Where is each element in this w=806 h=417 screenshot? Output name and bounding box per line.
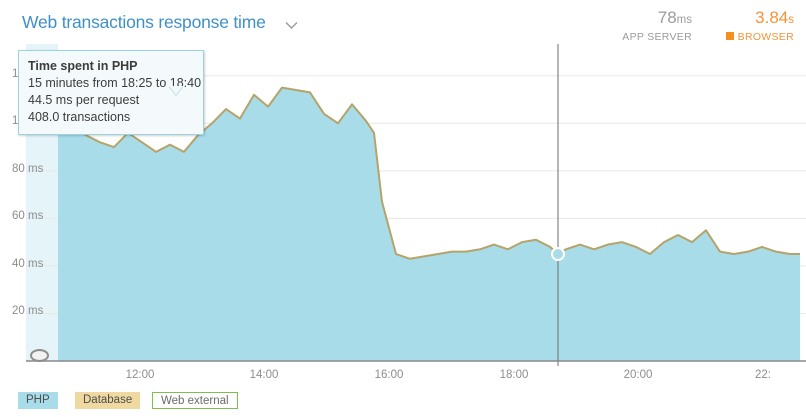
legend-item-web-external[interactable]: Web external <box>152 392 238 409</box>
y-axis-tick-label: 40 ms <box>12 257 44 270</box>
metric-browser-value: 3.84s <box>726 8 794 30</box>
tooltip-transactions: 408.0 transactions <box>28 110 131 124</box>
metric-app-server: 78ms APP SERVER <box>622 8 692 44</box>
browser-swatch-icon <box>725 32 734 40</box>
legend-item-database[interactable]: Database <box>75 392 141 409</box>
page-title[interactable]: Web transactions response time <box>22 12 266 32</box>
series-line-php <box>57 86 800 260</box>
chart-legend: PHP Database Web external <box>0 384 806 417</box>
metric-app-server-number: 78 <box>657 8 677 27</box>
metric-app-server-value: 78ms <box>622 8 692 30</box>
x-axis-tick-label: 16:00 <box>374 369 404 381</box>
metric-app-server-label: APP SERVER <box>622 31 692 43</box>
x-axis-tick-label: 18:00 <box>499 369 529 381</box>
legend-item-php[interactable]: PHP <box>18 392 58 409</box>
metric-browser-number: 3.84 <box>755 8 789 27</box>
metric-app-server-unit: ms <box>676 14 692 26</box>
series-area-php <box>58 87 800 362</box>
y-axis-tick-label: 60 ms <box>12 210 44 223</box>
tooltip-title: Time spent in PHP <box>28 59 138 73</box>
widget-header: Web transactions response time 78ms APP … <box>0 0 806 44</box>
metric-browser-label-text: BROWSER <box>737 31 794 43</box>
range-grab-handle[interactable] <box>30 349 49 362</box>
metric-browser-label: BROWSER <box>725 30 794 44</box>
chart-tooltip: Time spent in PHP 15 minutes from 18:25 … <box>18 50 204 135</box>
metric-browser: 3.84s BROWSER <box>725 8 794 44</box>
y-axis-tick-label: 20 ms <box>12 305 44 318</box>
tooltip-pointer-icon <box>169 86 183 95</box>
metric-browser-unit: s <box>788 14 794 26</box>
tooltip-per-request: 44.5 ms per request <box>28 93 140 107</box>
chevron-down-icon[interactable] <box>285 21 298 30</box>
cursor-marker <box>551 247 565 262</box>
y-axis-tick-label: 80 ms <box>12 162 44 175</box>
tooltip-timerange: 15 minutes from 18:25 to 18:40 <box>28 76 202 90</box>
x-axis-tick-label: 22: <box>755 369 771 381</box>
x-axis-tick-label: 14:00 <box>249 369 279 381</box>
x-axis-tick-label: 12:00 <box>125 369 155 381</box>
x-axis-tick-label: 20:00 <box>623 369 653 381</box>
